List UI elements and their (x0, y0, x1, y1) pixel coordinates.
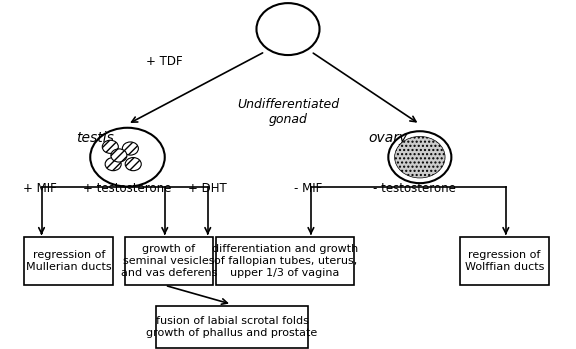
Text: - MIF: - MIF (294, 182, 322, 195)
Text: regression of
Mullerian ducts: regression of Mullerian ducts (26, 250, 112, 272)
Ellipse shape (103, 140, 118, 153)
Text: + MIF: + MIF (24, 182, 57, 195)
Ellipse shape (111, 149, 127, 162)
Text: testis: testis (76, 131, 114, 145)
Text: fusion of labial scrotal folds
growth of phallus and prostate: fusion of labial scrotal folds growth of… (146, 316, 318, 337)
Text: + DHT: + DHT (188, 182, 227, 195)
Text: regression of
Wolffian ducts: regression of Wolffian ducts (465, 250, 544, 272)
Text: Undifferentiated
gonad: Undifferentiated gonad (237, 98, 339, 126)
Text: + TDF: + TDF (146, 55, 183, 68)
Ellipse shape (395, 136, 445, 178)
Ellipse shape (125, 157, 141, 171)
Ellipse shape (122, 142, 138, 155)
FancyBboxPatch shape (24, 237, 113, 285)
FancyBboxPatch shape (460, 237, 549, 285)
FancyBboxPatch shape (217, 237, 354, 285)
Text: + testosterone: + testosterone (84, 182, 172, 195)
FancyBboxPatch shape (156, 306, 308, 348)
Text: - testosterone: - testosterone (373, 182, 456, 195)
Ellipse shape (105, 157, 121, 171)
Text: differentiation and growth
of fallopian tubes, uterus,
upper 1/3 of vagina: differentiation and growth of fallopian … (212, 244, 358, 278)
Text: growth of
seminal vesicles
and vas deferens: growth of seminal vesicles and vas defer… (121, 244, 217, 278)
Ellipse shape (388, 131, 452, 183)
FancyBboxPatch shape (124, 237, 214, 285)
Text: ovary: ovary (368, 131, 407, 145)
Ellipse shape (90, 128, 165, 187)
